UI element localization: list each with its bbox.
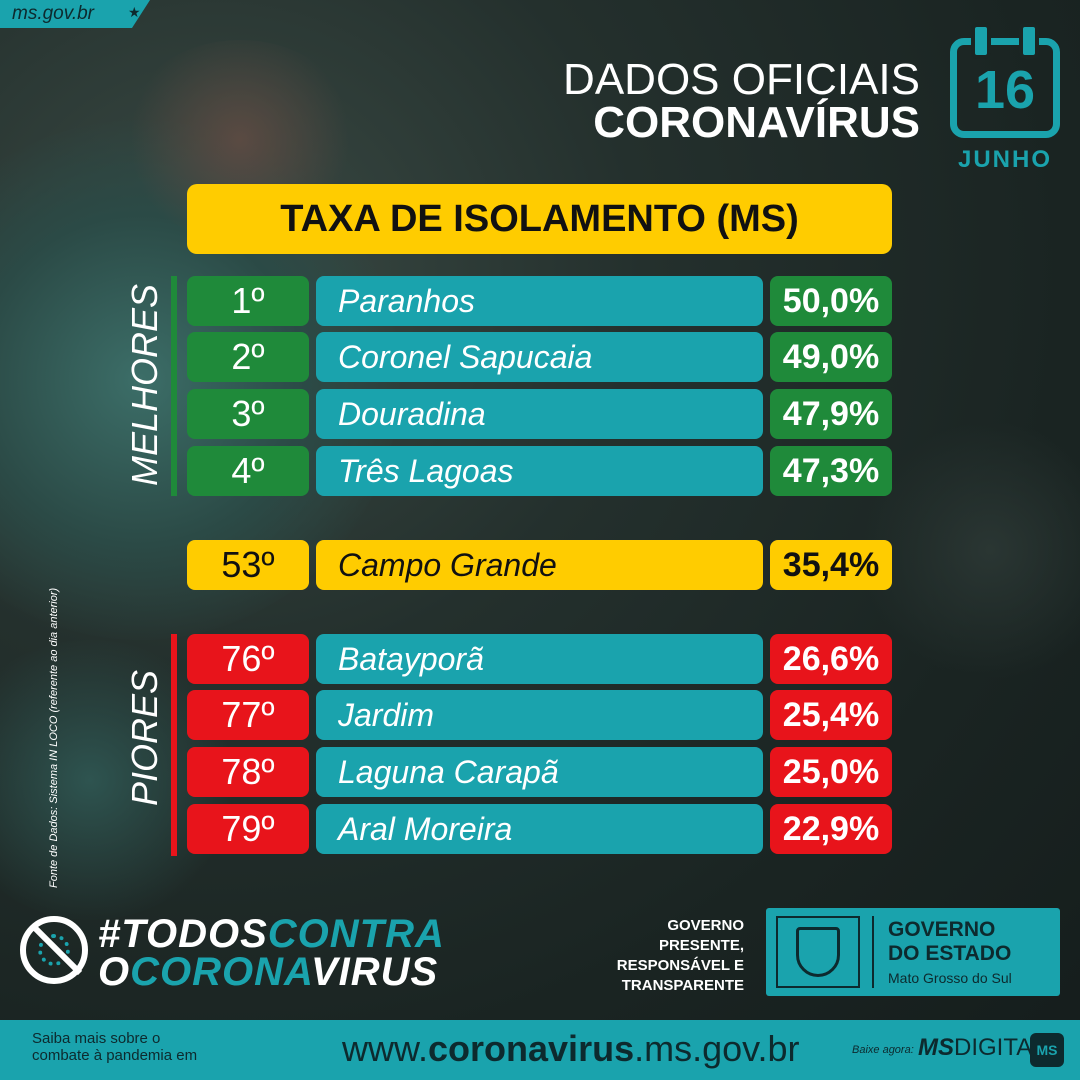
- url-part: coronavirus: [428, 1028, 635, 1069]
- site-tag-text: ms.gov.br: [12, 3, 95, 24]
- slogan-line: GOVERNO: [667, 917, 744, 934]
- calendar-ring-icon: [971, 23, 991, 59]
- virus-background-shape: [860, 420, 1080, 680]
- city-name: Paranhos: [316, 276, 763, 326]
- site-tag[interactable]: ms.gov.br: [0, 0, 150, 28]
- slogan-line: RESPONSÁVEL E: [616, 957, 744, 974]
- isolation-rate: 25,0%: [770, 747, 892, 797]
- calendar-month: JUNHO: [957, 146, 1052, 173]
- hashtag-part: #TODOS: [98, 912, 268, 956]
- rank: 1º: [187, 276, 309, 326]
- city-name: Aral Moreira: [316, 804, 763, 854]
- header-line1: DADOS OFICIAIS: [563, 55, 920, 104]
- city-name: Coronel Sapucaia: [316, 332, 763, 382]
- no-virus-icon: [20, 916, 88, 984]
- city-name: Laguna Carapã: [316, 747, 763, 797]
- government-logo[interactable]: GOVERNO DO ESTADO Mato Grosso do Sul: [766, 908, 1060, 996]
- rank: 53º: [187, 540, 309, 590]
- hashtag-part: O: [98, 950, 131, 994]
- worst-divider: [171, 634, 177, 856]
- app-name-part: MS: [918, 1034, 954, 1061]
- logo-divider: [872, 916, 874, 988]
- government-slogan: GOVERNO PRESENTE, RESPONSÁVEL E TRANSPAR…: [617, 916, 744, 996]
- city-name: Batayporã: [316, 634, 763, 684]
- download-label: Baixe agora:: [852, 1044, 914, 1056]
- city-name: Douradina: [316, 389, 763, 439]
- data-source-note: Fonte de Dados: Sistema IN LOCO (referen…: [48, 587, 60, 888]
- app-name[interactable]: MSDIGITAL: [918, 1034, 1046, 1062]
- footer-note-line: Saiba mais sobre o: [32, 1030, 161, 1047]
- calendar-day: 16: [974, 60, 1036, 120]
- virus-icon: [38, 934, 70, 966]
- best-divider: [171, 276, 177, 496]
- isolation-rate: 35,4%: [770, 540, 892, 590]
- slogan-line: TRANSPARENTE: [621, 977, 744, 994]
- footer-bar: Saiba mais sobre o combate à pandemia em…: [0, 1020, 1080, 1080]
- isolation-rate: 26,6%: [770, 634, 892, 684]
- footer-note-line: combate à pandemia em: [32, 1047, 198, 1064]
- isolation-rate: 22,9%: [770, 804, 892, 854]
- government-title-line: DO ESTADO: [888, 942, 1012, 965]
- website-link[interactable]: www.coronavirus.ms.gov.br: [342, 1028, 799, 1070]
- coat-of-arms-icon: [776, 916, 860, 988]
- slogan-line: PRESENTE,: [658, 937, 744, 954]
- hashtag-line1: #TODOSCONTRA: [98, 912, 445, 957]
- best-label: MELHORES: [124, 283, 165, 486]
- rank: 79º: [187, 804, 309, 854]
- star-icon: ★: [128, 4, 141, 20]
- government-title: GOVERNO DO ESTADO: [888, 918, 1011, 966]
- hashtag-part: VIRUS: [310, 950, 439, 994]
- app-icon[interactable]: MS: [1030, 1033, 1064, 1067]
- footer-note: Saiba mais sobre o combate à pandemia em: [32, 1030, 197, 1064]
- city-name: Três Lagoas: [316, 446, 763, 496]
- table-title: TAXA DE ISOLAMENTO (MS): [187, 184, 892, 254]
- rank: 4º: [187, 446, 309, 496]
- government-title-line: GOVERNO: [888, 918, 996, 941]
- url-part: .ms.gov.br: [634, 1028, 800, 1069]
- calendar-icon: 16: [950, 23, 1060, 138]
- header-line2: CORONAVÍRUS: [593, 98, 920, 147]
- shield-icon: [796, 927, 840, 977]
- url-part: www.: [342, 1028, 429, 1069]
- isolation-rate: 49,0%: [770, 332, 892, 382]
- hashtag-part: CORONA: [130, 950, 311, 994]
- rank: 2º: [187, 332, 309, 382]
- rank: 77º: [187, 690, 309, 740]
- city-name: Campo Grande: [316, 540, 763, 590]
- rank: 76º: [187, 634, 309, 684]
- hashtag-line2: OCORONAVIRUS: [98, 950, 438, 995]
- isolation-rate: 50,0%: [770, 276, 892, 326]
- isolation-rate: 25,4%: [770, 690, 892, 740]
- rank: 78º: [187, 747, 309, 797]
- state-name: Mato Grosso do Sul: [888, 970, 1012, 986]
- isolation-rate: 47,3%: [770, 446, 892, 496]
- rank: 3º: [187, 389, 309, 439]
- city-name: Jardim: [316, 690, 763, 740]
- calendar-ring-icon: [1019, 23, 1039, 59]
- worst-label: PIORES: [124, 669, 165, 806]
- isolation-rate: 47,9%: [770, 389, 892, 439]
- hashtag-part: CONTRA: [267, 912, 445, 956]
